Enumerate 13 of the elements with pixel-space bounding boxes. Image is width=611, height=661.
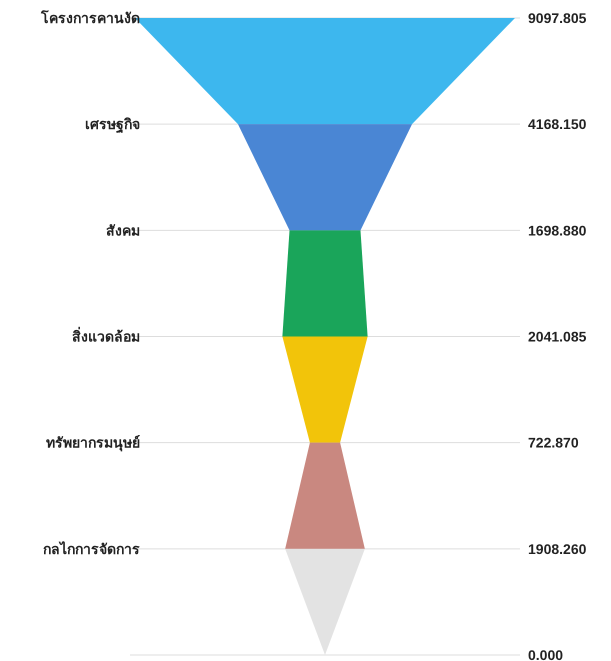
category-label: ทรัพยากรมนุษย์ — [46, 434, 140, 452]
data-label: 4168.150 — [528, 116, 587, 132]
data-label: 1698.880 — [528, 222, 587, 238]
category-label: สังคม — [106, 222, 140, 238]
data-label: 2041.085 — [528, 328, 587, 344]
category-label: กลไกการจัดการ — [43, 540, 140, 557]
category-label: สิ่งแวดล้อม — [72, 326, 140, 344]
data-label: 9097.805 — [528, 10, 587, 26]
data-label: 0.000 — [528, 647, 564, 661]
category-label: โครงการคานงัด — [40, 9, 140, 26]
category-label: เศรษฐกิจ — [85, 116, 140, 134]
data-label: 1908.260 — [528, 540, 587, 557]
data-label: 722.870 — [528, 434, 579, 451]
